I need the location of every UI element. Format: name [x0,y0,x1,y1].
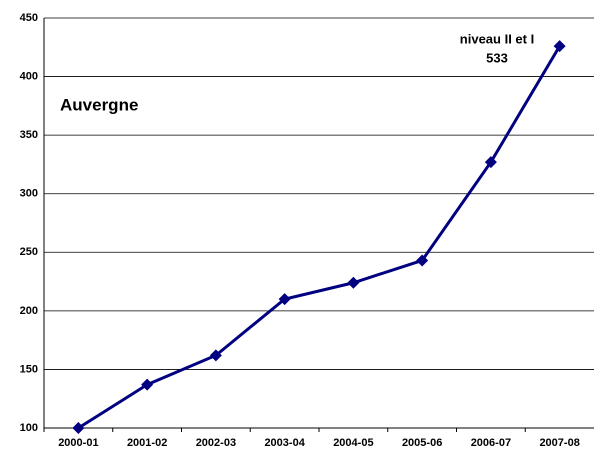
x-tick-label: 2003-04 [264,437,305,449]
y-tick-label: 300 [20,188,38,200]
x-tick-label: 2002-03 [196,437,236,449]
y-tick-label: 100 [20,422,38,434]
line [77,45,561,430]
x-tick-label: 2005-06 [402,437,442,449]
marker [553,40,566,53]
marker [416,254,429,267]
marker [484,156,497,169]
marker [209,349,222,362]
x-tick-label: 2000-01 [58,437,98,449]
x-tick-label: 2004-05 [333,437,373,449]
annotation: niveau II et I [460,31,534,46]
y-tick-label: 450 [20,12,38,24]
chart-label: Auvergne [60,95,138,114]
marker [72,422,85,434]
x-tick-label: 2007-08 [539,437,579,449]
marker [347,276,360,289]
y-tick-label: 150 [20,363,38,375]
x-tick-label: 2001-02 [127,437,167,449]
y-tick-label: 200 [20,305,38,317]
marker [278,293,291,306]
y-tick-label: 250 [20,246,38,258]
x-tick-label: 2006-07 [471,437,511,449]
annotation: 533 [486,50,508,65]
marker [141,378,154,391]
y-tick-label: 350 [20,129,38,141]
y-tick-label: 400 [20,70,38,82]
